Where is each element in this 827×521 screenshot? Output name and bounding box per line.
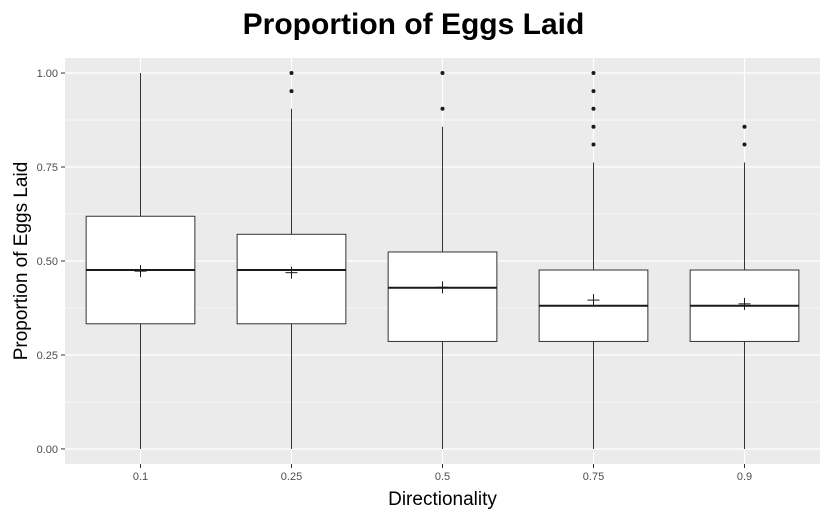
box-0.9: [689, 124, 800, 449]
y-tick-label: 0.00: [37, 444, 58, 456]
x-tick-label: 0.25: [281, 471, 302, 483]
y-tick-label: 1.00: [37, 68, 58, 80]
box-0.5: [387, 71, 498, 449]
iqr-box: [236, 233, 347, 325]
y-tick-label: 0.25: [37, 350, 58, 362]
y-axis-title: Proportion of Eggs Laid: [11, 162, 32, 361]
outlier-point: [591, 71, 596, 76]
outlier-point: [591, 124, 596, 129]
outlier-point: [591, 106, 596, 111]
outlier-point: [440, 71, 445, 76]
outlier-point: [289, 71, 294, 76]
boxes-layer: [85, 71, 800, 449]
y-tick-label: 0.75: [37, 162, 58, 174]
iqr-box: [387, 251, 498, 342]
y-axis: 0.00 0.25 0.50 0.75 1.00: [37, 68, 65, 456]
box-0.75: [538, 71, 649, 449]
x-axis: 0.1 0.25 0.5 0.75 0.9: [133, 464, 752, 483]
chart-title: Proportion of Eggs Laid: [242, 8, 585, 41]
x-tick-label: 0.1: [133, 471, 148, 483]
y-tick-label: 0.50: [37, 256, 58, 268]
outlier-point: [742, 142, 747, 147]
outlier-point: [289, 89, 294, 94]
outlier-point: [440, 106, 445, 111]
box-0.25: [236, 71, 347, 449]
x-tick-label: 0.5: [435, 471, 450, 483]
x-tick-label: 0.9: [737, 471, 752, 483]
outlier-point: [591, 142, 596, 147]
outlier-point: [742, 124, 747, 129]
x-tick-label: 0.75: [583, 471, 604, 483]
outlier-point: [591, 89, 596, 94]
x-axis-title: Directionality: [388, 489, 497, 510]
box-0.1: [85, 73, 196, 449]
